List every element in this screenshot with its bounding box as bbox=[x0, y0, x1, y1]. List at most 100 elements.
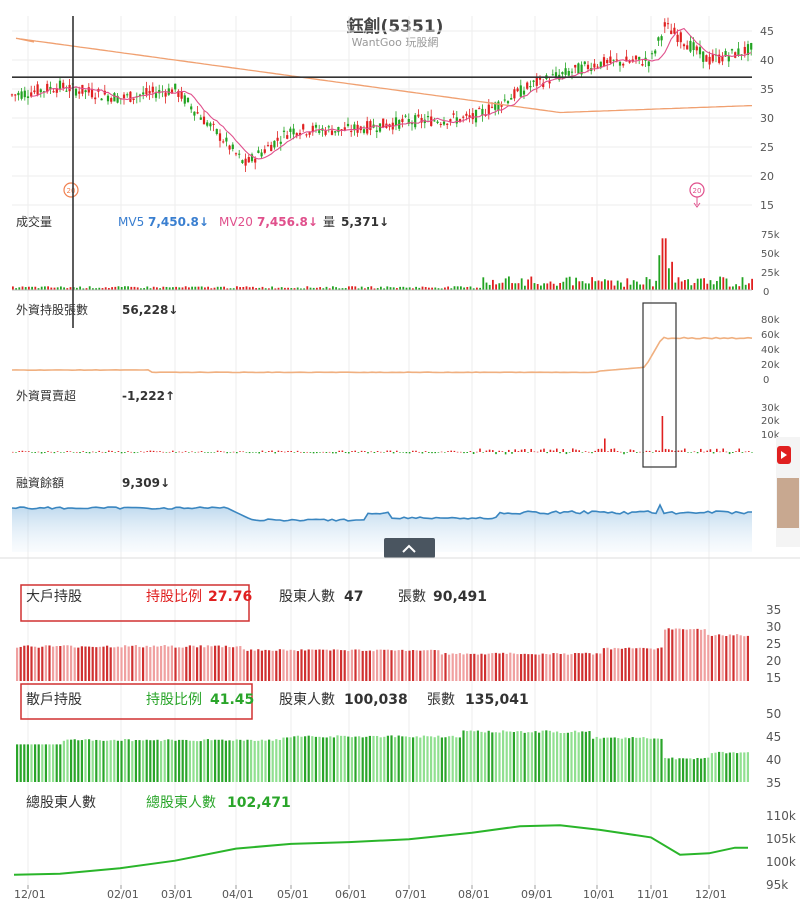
retail-holder-bar bbox=[242, 740, 245, 782]
retail-holder-bar bbox=[264, 740, 267, 782]
big-holder-bar bbox=[714, 635, 717, 681]
candle-body bbox=[353, 124, 356, 131]
retail-holder-yaxis: 50 45 40 35 bbox=[766, 707, 781, 790]
big-holder-bar bbox=[332, 649, 335, 681]
foreign-net-bar bbox=[133, 452, 136, 454]
retail-holder-bar bbox=[455, 737, 458, 782]
retail-holder-bar bbox=[185, 739, 188, 782]
retail-holder-bar bbox=[642, 737, 645, 782]
event-marker-right[interactable]: 20 bbox=[689, 182, 705, 208]
candle-body bbox=[42, 91, 46, 93]
candle-body bbox=[276, 137, 279, 141]
big-holder-ytick: 30 bbox=[766, 620, 781, 634]
retail-holder-bar bbox=[559, 733, 562, 782]
volume-bar bbox=[143, 288, 145, 290]
volume-bar bbox=[280, 287, 283, 290]
foreign-net-bar bbox=[402, 452, 404, 453]
price-yaxis: 45 40 35 30 25 20 15 bbox=[760, 25, 774, 212]
candle-body bbox=[503, 99, 506, 101]
foreign-net-bar bbox=[482, 452, 484, 453]
foreign-net-bar bbox=[351, 451, 353, 452]
big-holder-bar bbox=[638, 647, 641, 681]
foreign-hold-ytick: 60k bbox=[761, 330, 780, 341]
foreign-net-bar bbox=[584, 451, 587, 452]
candle-body bbox=[721, 55, 724, 62]
collapse-button[interactable] bbox=[384, 538, 435, 558]
retail-holder-bar bbox=[199, 741, 202, 782]
foreign-net-bar bbox=[348, 452, 350, 454]
big-holder-bar bbox=[674, 628, 677, 681]
retail-holder-bar bbox=[84, 739, 87, 782]
volume-bar bbox=[76, 287, 78, 290]
retail-holder-bar bbox=[332, 737, 335, 782]
retail-holder-bar bbox=[372, 735, 375, 782]
retail-holder-label: 散戶持股 bbox=[26, 692, 82, 708]
candle-body bbox=[615, 59, 618, 61]
retail-holder-bar bbox=[448, 736, 451, 782]
retail-holder-bar bbox=[574, 730, 577, 782]
big-holder-bar bbox=[725, 636, 728, 681]
foreign-net-bar bbox=[511, 452, 513, 454]
volume-bar bbox=[252, 286, 254, 290]
volume-bar bbox=[146, 286, 149, 290]
retail-holder-bar bbox=[588, 731, 591, 782]
volume-bar bbox=[56, 287, 59, 290]
retail-holder-bar bbox=[286, 737, 289, 782]
big-holder-bar bbox=[736, 634, 739, 681]
volume-bar bbox=[517, 283, 520, 290]
foreign-net-bar bbox=[168, 451, 171, 453]
big-holder-bar bbox=[181, 647, 184, 681]
retail-holder-bar bbox=[689, 758, 692, 782]
foreign-net-bar bbox=[728, 452, 731, 455]
foreign-net-bar bbox=[565, 452, 568, 455]
volume-ytick: 0 bbox=[763, 287, 769, 298]
chart-title: 鈺創(5351) bbox=[347, 16, 444, 37]
foreign-net-bar bbox=[498, 450, 500, 452]
big-holder-bar bbox=[77, 647, 80, 681]
retail-holder-bar bbox=[606, 737, 609, 782]
big-holder-bar bbox=[170, 645, 173, 681]
volume-bar bbox=[674, 282, 677, 290]
candle-body bbox=[580, 64, 583, 75]
event-marker-left[interactable]: 20 bbox=[63, 182, 79, 198]
big-holder-bar bbox=[444, 653, 447, 681]
candle-body bbox=[170, 89, 174, 94]
big-holder-bar bbox=[167, 646, 170, 681]
retail-holder-bar bbox=[116, 740, 119, 782]
retail-holder-bar bbox=[307, 735, 310, 782]
big-holder-bar bbox=[527, 654, 530, 681]
retail-holder-bar bbox=[160, 741, 163, 782]
candle-body bbox=[583, 61, 586, 65]
volume-bar bbox=[287, 287, 289, 290]
volume-label: 成交量 bbox=[16, 214, 52, 229]
volume-bar bbox=[258, 287, 261, 290]
volume-bar bbox=[418, 287, 421, 290]
foreign-net-bar bbox=[72, 452, 75, 453]
candle-body bbox=[532, 80, 535, 82]
candle-body bbox=[727, 56, 730, 62]
big-holder-bar bbox=[41, 646, 44, 681]
big-holder-bar bbox=[214, 645, 217, 681]
side-popup-stub[interactable] bbox=[776, 437, 800, 547]
candle-body bbox=[718, 54, 721, 63]
retail-holder-bar bbox=[638, 737, 641, 782]
foreign-net-bar bbox=[37, 451, 40, 453]
volume-bar bbox=[229, 288, 232, 290]
retail-holder-bar bbox=[401, 736, 404, 782]
big-holder-bar bbox=[307, 649, 310, 681]
big-holder-bar bbox=[566, 654, 569, 681]
foreign-net-bar bbox=[255, 452, 257, 453]
retail-holder-bar bbox=[379, 737, 382, 782]
big-holder-bar bbox=[613, 647, 616, 681]
big-holder-bar bbox=[293, 650, 296, 681]
volume-bar bbox=[386, 286, 389, 290]
big-holder-bar bbox=[192, 645, 195, 681]
candle-body bbox=[193, 111, 196, 116]
big-holder-bar bbox=[217, 645, 220, 681]
foreign-net-bar bbox=[527, 452, 529, 453]
big-holder-bar bbox=[739, 635, 742, 681]
volume-bar bbox=[200, 286, 203, 290]
big-holder-bar bbox=[631, 648, 634, 681]
volume-bar bbox=[712, 284, 715, 290]
candle-body bbox=[180, 91, 183, 99]
